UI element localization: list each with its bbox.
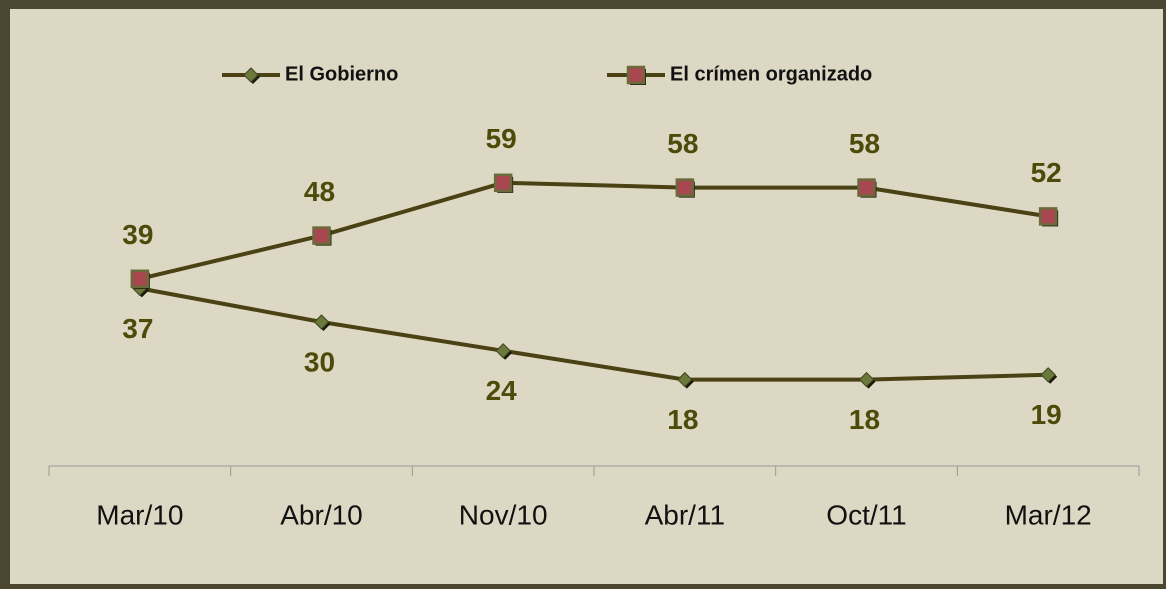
data-label: 37 [122,313,153,344]
data-point [858,371,875,388]
data-point [312,226,331,245]
data-label: 18 [849,404,880,435]
data-point [495,343,511,359]
data-label: 58 [667,128,698,159]
data-label: 48 [304,176,335,207]
x-tick-label: Nov/10 [459,499,548,530]
legend-label: El Gobierno [285,63,398,85]
data-point [130,269,150,289]
data-point [1040,367,1056,383]
x-tick-label: Mar/10 [96,499,183,530]
data-point [677,371,693,388]
legend-label: El crímen organizado [670,63,872,85]
data-point [1038,207,1058,226]
data-label: 52 [1031,157,1062,188]
data-label: 30 [304,346,335,377]
data-point [675,178,695,197]
x-tick-label: Oct/11 [826,499,906,530]
series-line [139,286,1049,382]
data-label: 24 [486,375,518,406]
plot-background [10,9,1163,584]
x-tick-label: Abr/10 [280,499,363,530]
series-line [139,180,1049,281]
legend-marker [243,67,259,83]
data-point [313,314,330,330]
data-label: 18 [667,404,698,435]
data-point [493,173,513,193]
x-tick-label: Mar/12 [1005,499,1092,530]
data-label: 59 [486,123,517,154]
x-tick-label: Abr/11 [645,499,725,530]
data-label: 39 [122,219,153,250]
data-label: 58 [849,128,880,159]
legend-marker [626,65,646,85]
data-point [857,178,876,197]
data-label: 19 [1031,399,1062,430]
